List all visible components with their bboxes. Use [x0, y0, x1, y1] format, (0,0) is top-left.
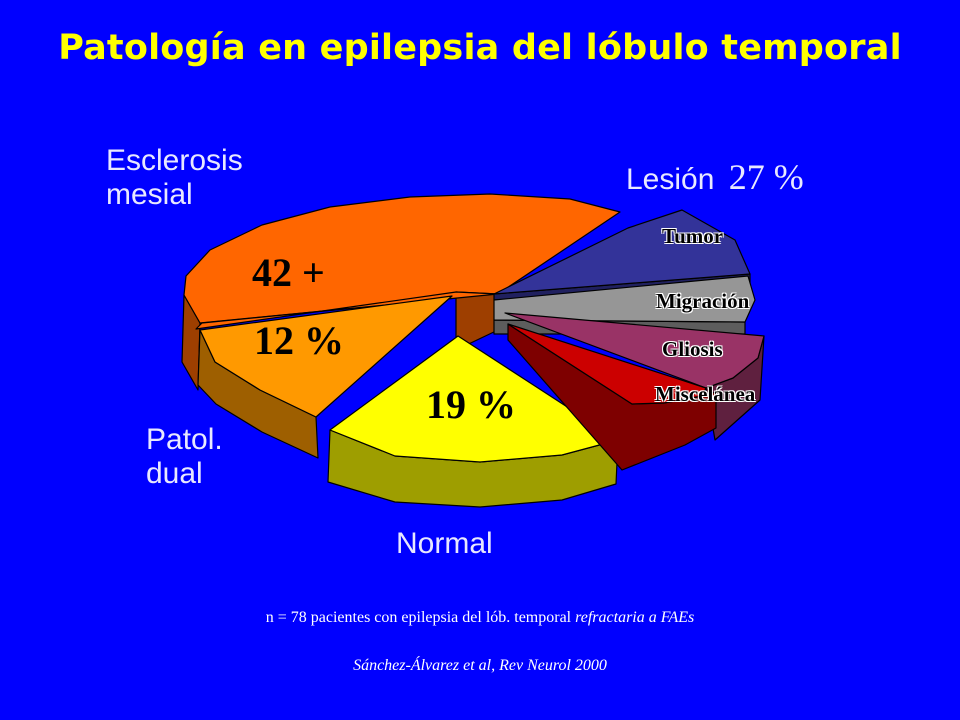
page-title: Patología en epilepsia del lóbulo tempor…	[58, 28, 902, 68]
label-esclerosis-line1: Esclerosis	[106, 144, 243, 177]
label-normal: Normal	[396, 527, 493, 560]
pie-slice-migracion-5	[493, 275, 756, 323]
footnote: n = 78 pacientes con epilepsia del lób. …	[0, 609, 960, 627]
footnote-italic: refractaria a FAEs	[575, 609, 695, 626]
label-patol-line2: dual	[146, 457, 203, 490]
slice-label-gliosis: Gliosis	[662, 337, 723, 361]
label-esclerosis-line2: mesial	[106, 178, 193, 211]
label-lesion-word: Lesión	[626, 163, 715, 196]
value-mesial: 42 +	[252, 250, 325, 295]
pie-slice-patol-dual-2	[199, 295, 453, 418]
label-patol-line1: Patol.	[146, 423, 223, 456]
pie-slice-gliosis-6	[504, 312, 765, 389]
pie-slice-esclerosis-mesial-0	[183, 193, 621, 324]
pie-slice-miscelanea-7	[507, 323, 707, 405]
label-esclerosis: Esclerosis mesial	[106, 144, 243, 212]
label-lesion-pct: 27 %	[728, 157, 804, 197]
label-patol-dual: Patol. dual	[146, 423, 223, 491]
citation: Sánchez-Álvarez et al, Rev Neurol 2000	[0, 657, 960, 675]
slice-label-miscelanea: Miscelánea	[655, 382, 756, 406]
value-normal: 19 %	[426, 382, 516, 427]
slice-label-migracion: Migración	[656, 289, 750, 313]
citation-text: Sánchez-Álvarez et al, Rev Neurol 2000	[353, 657, 607, 674]
slice-label-tumor: Tumor	[662, 224, 724, 248]
pie-slice-tumor-4	[493, 209, 751, 295]
footnote-text: n = 78 pacientes con epilepsia del lób. …	[265, 609, 572, 626]
value-dual: 12 %	[254, 318, 344, 363]
label-lesion: Lesión 27 %	[626, 157, 804, 197]
